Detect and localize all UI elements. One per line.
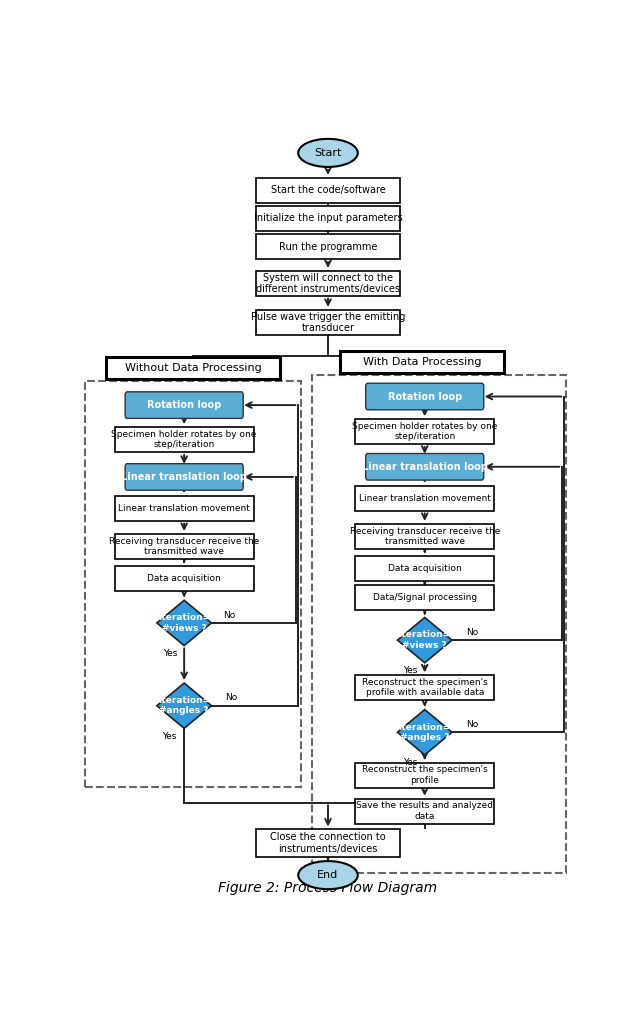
Text: Run the programme: Run the programme [279, 241, 377, 251]
FancyBboxPatch shape [355, 419, 494, 444]
Text: No: No [223, 610, 235, 620]
FancyBboxPatch shape [355, 585, 494, 610]
Polygon shape [397, 618, 452, 663]
Text: Rotation loop: Rotation loop [388, 391, 462, 402]
Text: Rotation loop: Rotation loop [147, 401, 221, 410]
Text: Linear translation loop: Linear translation loop [121, 472, 247, 482]
Text: Iteration=
#views ?: Iteration= #views ? [158, 613, 211, 633]
Polygon shape [157, 683, 211, 728]
FancyBboxPatch shape [256, 234, 400, 260]
Text: End: End [317, 870, 339, 880]
FancyBboxPatch shape [256, 206, 400, 231]
FancyBboxPatch shape [365, 383, 484, 410]
Polygon shape [397, 710, 452, 754]
FancyBboxPatch shape [256, 177, 400, 203]
FancyBboxPatch shape [340, 351, 504, 373]
Text: Data/Signal processing: Data/Signal processing [372, 593, 477, 602]
Text: Close the connection to
instruments/devices: Close the connection to instruments/devi… [270, 832, 386, 854]
Text: Initialize the input parameters: Initialize the input parameters [253, 214, 403, 223]
FancyBboxPatch shape [355, 799, 494, 823]
FancyBboxPatch shape [115, 534, 253, 559]
FancyBboxPatch shape [355, 556, 494, 581]
Ellipse shape [298, 139, 358, 167]
Polygon shape [157, 600, 211, 646]
Text: Yes: Yes [162, 732, 177, 740]
Text: No: No [466, 720, 478, 729]
FancyBboxPatch shape [355, 675, 494, 701]
Text: No: No [466, 628, 478, 637]
Bar [312, 374, 566, 873]
Text: Data acquisition: Data acquisition [147, 574, 221, 583]
Text: Reconstruct the specimen's
profile: Reconstruct the specimen's profile [362, 766, 488, 785]
FancyBboxPatch shape [365, 453, 484, 480]
FancyBboxPatch shape [355, 763, 494, 788]
FancyBboxPatch shape [256, 271, 400, 296]
Text: No: No [225, 694, 237, 703]
Text: Reconstruct the specimen's
profile with available data: Reconstruct the specimen's profile with … [362, 678, 488, 698]
FancyBboxPatch shape [115, 427, 253, 452]
Text: Figure 2: Process Flow Diagram: Figure 2: Process Flow Diagram [218, 880, 438, 894]
Text: Iteration=
#views ?: Iteration= #views ? [399, 631, 451, 650]
FancyBboxPatch shape [256, 310, 400, 335]
Text: System will connect to the
different instruments/devices: System will connect to the different ins… [256, 273, 400, 294]
Text: Linear translation movement: Linear translation movement [359, 494, 491, 503]
Text: Iteration=
#angles ?: Iteration= #angles ? [158, 696, 211, 716]
FancyBboxPatch shape [125, 463, 243, 490]
Bar [85, 381, 301, 787]
FancyBboxPatch shape [125, 391, 243, 419]
Text: Linear translation movement: Linear translation movement [118, 504, 250, 513]
Text: Receiving transducer receive the
transmitted wave: Receiving transducer receive the transmi… [109, 536, 259, 556]
FancyBboxPatch shape [106, 358, 280, 379]
Text: Save the results and analyzed
data: Save the results and analyzed data [356, 801, 493, 820]
Text: Yes: Yes [403, 758, 417, 768]
FancyBboxPatch shape [355, 486, 494, 510]
Text: Linear translation loop: Linear translation loop [362, 461, 488, 472]
Text: Receiving transducer receive the
transmitted wave: Receiving transducer receive the transmi… [349, 526, 500, 546]
Text: Pulse wave trigger the emitting
transducer: Pulse wave trigger the emitting transduc… [251, 311, 405, 334]
FancyBboxPatch shape [115, 496, 253, 520]
Text: Yes: Yes [163, 649, 177, 658]
FancyBboxPatch shape [355, 524, 494, 549]
Ellipse shape [298, 861, 358, 889]
Text: Specimen holder rotates by one
step/iteration: Specimen holder rotates by one step/iter… [111, 430, 257, 449]
Text: Specimen holder rotates by one
step/iteration: Specimen holder rotates by one step/iter… [352, 422, 497, 441]
FancyBboxPatch shape [115, 566, 253, 591]
Text: Start the code/software: Start the code/software [271, 186, 385, 196]
Text: Iteration=
#angles ?: Iteration= #angles ? [399, 723, 451, 742]
Text: Yes: Yes [403, 666, 417, 675]
Text: Start: Start [314, 148, 342, 158]
Text: Without Data Processing: Without Data Processing [125, 363, 262, 373]
Text: Data acquisition: Data acquisition [388, 564, 461, 573]
Text: With Data Processing: With Data Processing [363, 357, 481, 367]
FancyBboxPatch shape [256, 829, 400, 857]
